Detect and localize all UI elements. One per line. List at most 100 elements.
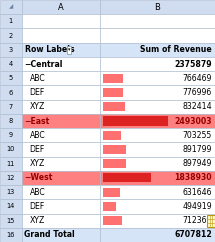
Bar — [0, 85, 22, 100]
Text: 494919: 494919 — [182, 202, 212, 211]
Bar — [100, 43, 215, 57]
Bar — [22, 171, 100, 185]
Bar — [0, 0, 22, 14]
Bar — [100, 100, 215, 114]
Bar — [22, 213, 100, 228]
Text: 897949: 897949 — [182, 159, 212, 168]
Bar — [100, 157, 215, 171]
Bar — [100, 228, 215, 242]
Text: DEF: DEF — [30, 202, 45, 211]
Bar — [22, 29, 100, 43]
Bar — [103, 216, 122, 225]
Text: Grand Total: Grand Total — [24, 230, 75, 239]
Text: Row Labels: Row Labels — [25, 45, 74, 54]
Text: −West: −West — [24, 174, 52, 182]
Text: 2493003: 2493003 — [174, 116, 212, 126]
Text: 832414: 832414 — [182, 102, 212, 111]
Text: 712365: 712365 — [182, 216, 212, 225]
Bar — [100, 57, 215, 71]
Text: 2375879: 2375879 — [174, 60, 212, 68]
Text: XYZ: XYZ — [30, 159, 45, 168]
Bar — [22, 157, 100, 171]
FancyBboxPatch shape — [207, 215, 215, 227]
Text: 7: 7 — [9, 104, 13, 110]
Text: B: B — [155, 3, 160, 12]
Bar — [22, 0, 100, 14]
Bar — [100, 185, 215, 199]
Bar — [22, 185, 100, 199]
Text: XYZ: XYZ — [30, 216, 45, 225]
Bar — [22, 114, 100, 128]
Bar — [22, 199, 100, 213]
Text: 16: 16 — [7, 232, 15, 238]
Bar — [100, 171, 215, 185]
Bar — [100, 85, 215, 100]
Text: 14: 14 — [7, 204, 15, 209]
Text: 2: 2 — [9, 33, 13, 38]
Text: ABC: ABC — [30, 131, 45, 140]
Text: 10: 10 — [7, 146, 15, 152]
Text: ABC: ABC — [30, 74, 45, 83]
Bar — [100, 0, 215, 14]
Bar — [22, 142, 100, 157]
Text: 8: 8 — [9, 118, 13, 124]
Text: 11: 11 — [7, 161, 15, 167]
Bar — [0, 199, 22, 213]
Bar — [100, 14, 215, 29]
Bar — [0, 100, 22, 114]
Bar — [100, 128, 215, 142]
Bar — [0, 114, 22, 128]
Text: XYZ: XYZ — [30, 102, 45, 111]
Text: 1838930: 1838930 — [174, 174, 212, 182]
Bar — [103, 102, 125, 111]
Bar — [100, 199, 215, 213]
Bar — [0, 14, 22, 29]
Text: 9: 9 — [9, 132, 13, 138]
Bar — [103, 173, 151, 182]
Bar — [22, 14, 100, 29]
Text: −Central: −Central — [24, 60, 63, 68]
Bar — [22, 128, 100, 142]
Bar — [100, 71, 215, 85]
Bar — [22, 100, 100, 114]
Text: 4: 4 — [9, 61, 13, 67]
Bar — [22, 43, 100, 57]
Text: 766469: 766469 — [182, 74, 212, 83]
Bar — [103, 116, 168, 126]
Bar — [100, 213, 215, 228]
Text: A: A — [58, 3, 64, 12]
Bar — [22, 85, 100, 100]
Bar — [103, 145, 126, 154]
Bar — [0, 71, 22, 85]
Bar — [0, 128, 22, 142]
Text: DEF: DEF — [30, 145, 45, 154]
Bar — [22, 228, 100, 242]
Text: 6: 6 — [9, 90, 13, 96]
Bar — [0, 57, 22, 71]
Text: 5: 5 — [9, 75, 13, 81]
Text: ▾: ▾ — [68, 47, 70, 52]
Text: 891799: 891799 — [182, 145, 212, 154]
Bar — [103, 74, 123, 83]
Bar — [100, 29, 215, 43]
Bar — [100, 142, 215, 157]
Text: 703255: 703255 — [183, 131, 212, 140]
Text: −East: −East — [24, 116, 49, 126]
Bar — [22, 71, 100, 85]
Bar — [103, 88, 123, 97]
Bar — [0, 142, 22, 157]
Text: 15: 15 — [7, 218, 15, 224]
Text: 3: 3 — [9, 47, 13, 53]
Bar — [103, 188, 120, 197]
Text: 1: 1 — [9, 18, 13, 24]
Text: 6707812: 6707812 — [174, 230, 212, 239]
Bar — [0, 228, 22, 242]
Bar — [103, 159, 126, 168]
Text: 631646: 631646 — [182, 188, 212, 197]
Bar — [0, 213, 22, 228]
Bar — [103, 202, 116, 211]
Text: 776996: 776996 — [183, 88, 212, 97]
Text: Sum of Revenue: Sum of Revenue — [140, 45, 212, 54]
Bar — [100, 114, 215, 128]
Bar — [103, 131, 121, 140]
